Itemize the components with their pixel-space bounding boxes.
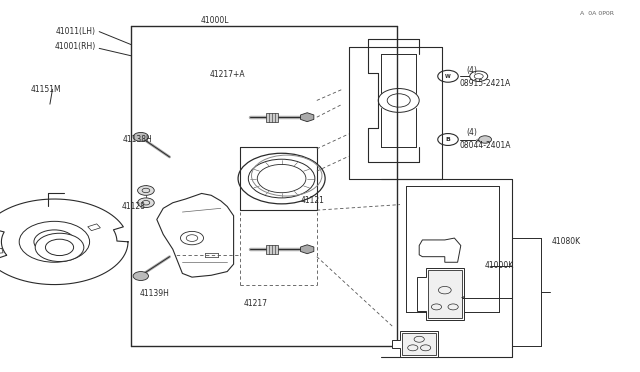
Circle shape [470,71,488,81]
Text: 08044-2401A: 08044-2401A [460,141,511,150]
Text: 41128: 41128 [121,202,145,211]
Bar [88,224,100,231]
Polygon shape [266,245,278,254]
Polygon shape [419,238,461,262]
Text: B: B [445,137,451,142]
Text: 41151M: 41151M [31,85,61,94]
Text: 41000K: 41000K [485,262,515,270]
Text: 41001(RH): 41001(RH) [55,42,96,51]
Polygon shape [392,331,438,357]
Text: 41011(LH): 41011(LH) [56,27,95,36]
Circle shape [133,272,148,280]
Text: 08915-2421A: 08915-2421A [460,79,511,88]
Text: 41138H: 41138H [123,135,152,144]
Bar [0,248,3,254]
Text: (4): (4) [466,128,477,137]
Polygon shape [402,333,436,355]
Circle shape [479,136,492,143]
Text: 41217: 41217 [244,299,268,308]
Polygon shape [428,270,462,318]
Text: 41139H: 41139H [140,289,170,298]
Polygon shape [157,193,234,277]
Polygon shape [417,268,464,320]
Polygon shape [301,113,314,122]
Text: 41080K: 41080K [552,237,581,246]
Text: (4): (4) [466,66,477,75]
Text: A  0A 0P0R: A 0A 0P0R [580,10,614,16]
Circle shape [138,186,154,195]
Circle shape [133,132,148,141]
Circle shape [138,198,154,208]
Text: 41121: 41121 [300,196,324,205]
Polygon shape [301,245,314,254]
Polygon shape [266,113,278,122]
Text: 41000L: 41000L [200,16,228,25]
Text: W: W [445,74,451,79]
Text: 41217+A: 41217+A [209,70,245,79]
Circle shape [35,233,84,262]
